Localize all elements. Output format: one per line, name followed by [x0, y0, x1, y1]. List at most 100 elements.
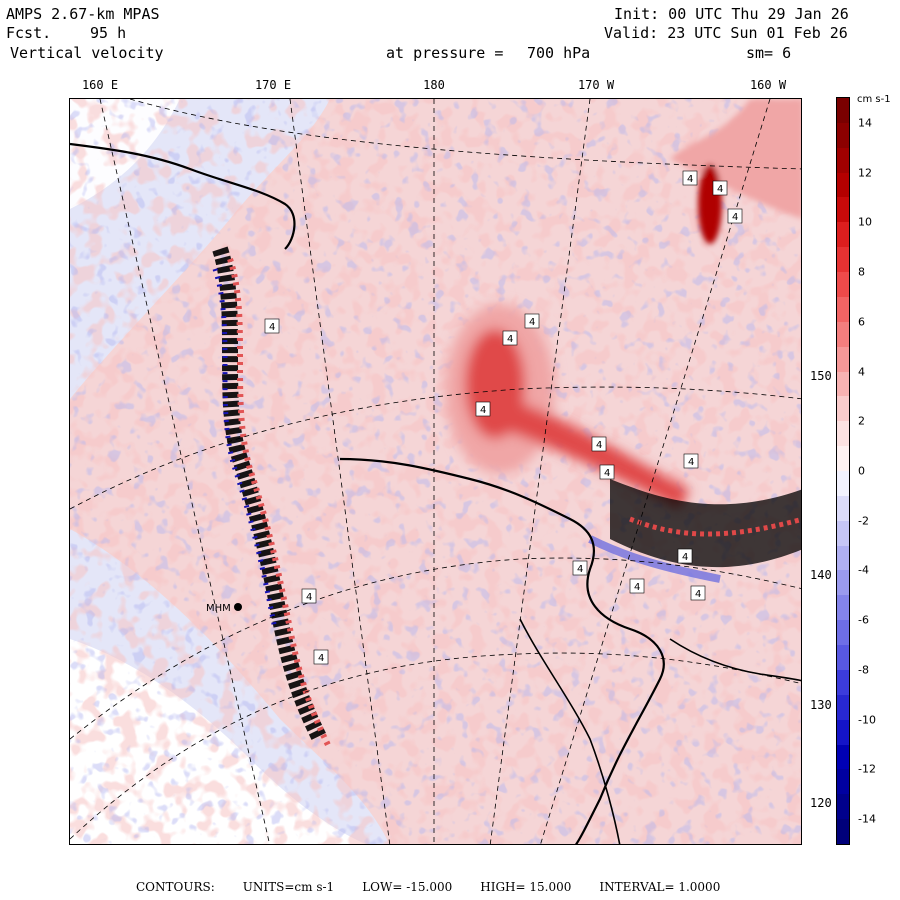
- colorbar-segment: [837, 247, 849, 273]
- contour-info-footer: CONTOURS: UNITS=cm s-1 LOW= -15.000 HIGH= 1…: [136, 880, 748, 894]
- transantarctic-mountain-belt: [212, 246, 333, 751]
- colorbar-segment: [837, 396, 849, 422]
- colorbar-segment: [837, 371, 849, 397]
- colorbar-segment: [837, 545, 849, 571]
- footer-high: HIGH= 15.000: [480, 880, 572, 894]
- contour-label: 4: [475, 401, 491, 417]
- contour-label: 4: [524, 313, 540, 329]
- svg-text:4: 4: [687, 174, 693, 185]
- contour-label: 4: [264, 318, 280, 334]
- svg-text:4: 4: [577, 564, 583, 575]
- contour-label: 4: [690, 585, 706, 601]
- contour-label: 4: [502, 330, 518, 346]
- colorbar-tick-label: 2: [858, 414, 865, 428]
- colorbar-segment: [837, 520, 849, 547]
- station-label-mhm: MHM: [206, 603, 231, 614]
- colorbar-segment: [837, 570, 849, 596]
- colorbar-segment: [837, 98, 849, 124]
- valid-time: Valid: 23 UTC Sun 01 Feb 26: [604, 24, 848, 42]
- svg-text:4: 4: [604, 468, 610, 479]
- svg-text:4: 4: [634, 582, 640, 593]
- level-value: 700 hPa: [527, 44, 591, 62]
- contour-label: 4: [591, 436, 607, 452]
- colorbar-segment: [837, 595, 849, 621]
- lon-label-170w: 170 W: [577, 78, 615, 92]
- contour-labels: 4 4 4 4 4 4 4 4 4 4 4 4 4 4 4 4: [264, 170, 743, 665]
- colorbar-segment: [837, 346, 849, 373]
- colorbar-tick-label: 12: [858, 166, 872, 180]
- contour-label: 4: [301, 588, 317, 604]
- colorbar-segment: [837, 744, 849, 770]
- colorbar-segment: [837, 719, 849, 746]
- colorbar-segment: [837, 446, 849, 472]
- vertical-velocity-map: 4 4 4 4 4 4 4 4 4 4 4 4 4 4 4 4 MHM: [70, 99, 801, 844]
- footer-interval: INTERVAL= 1.0000: [599, 880, 721, 894]
- contour-label: 4: [572, 560, 588, 576]
- colorbar-tick-label: -6: [858, 613, 869, 627]
- colorbar-segment: [837, 197, 849, 223]
- svg-text:4: 4: [695, 589, 701, 600]
- colorbar-segment: [837, 321, 849, 348]
- contour-label: 4: [682, 170, 698, 186]
- init-time: Init: 00 UTC Thu 29 Jan 26: [614, 5, 849, 23]
- forecast-label: Fcst.: [6, 24, 52, 42]
- lon-label-160e: 160 E: [81, 78, 119, 92]
- svg-text:4: 4: [269, 322, 275, 333]
- contour-label: 4: [727, 208, 743, 224]
- svg-text:4: 4: [596, 440, 602, 451]
- colorbar-segment: [837, 222, 849, 248]
- colorbar-tick-label: -4: [858, 563, 869, 577]
- svg-text:4: 4: [318, 653, 324, 664]
- lon-label-180: 180: [423, 78, 445, 92]
- colorbar-segment: [837, 495, 849, 522]
- svg-text:4: 4: [682, 552, 688, 563]
- contour-label: 4: [313, 649, 329, 665]
- svg-text:4: 4: [717, 184, 723, 195]
- lon-label-170e: 170 E: [254, 78, 292, 92]
- coastline: [70, 142, 665, 844]
- colorbar-segment: [837, 694, 849, 721]
- colorbar-tick-label: 4: [858, 365, 865, 379]
- svg-text:4: 4: [306, 592, 312, 603]
- graticule: [70, 99, 801, 844]
- colorbar-segment: [837, 147, 849, 174]
- field-name: Vertical velocity: [10, 44, 164, 62]
- svg-text:4: 4: [732, 212, 738, 223]
- svg-text:4: 4: [529, 317, 535, 328]
- noise-negative-texture: [70, 99, 801, 844]
- station-marker-mhm: [234, 603, 242, 611]
- colorbar-tick-label: -14: [858, 812, 876, 826]
- colorbar-tick-label: 14: [858, 116, 872, 130]
- svg-text:4: 4: [507, 334, 513, 345]
- colorbar-tick-label: -8: [858, 663, 869, 677]
- colorbar-segment: [837, 819, 849, 845]
- colorbar-segment: [837, 272, 849, 298]
- colorbar-tick-label: 0: [858, 464, 865, 478]
- contour-label: 4: [683, 453, 699, 469]
- colorbar-tick-label: -2: [858, 514, 869, 528]
- contour-label: 4: [629, 578, 645, 594]
- contour-label: 4: [677, 548, 693, 564]
- colorbar-segment: [837, 172, 849, 198]
- svg-text:4: 4: [480, 405, 486, 416]
- colorbar-segment: [837, 421, 849, 447]
- colorbar-segment: [837, 471, 849, 497]
- colorbar-segment: [837, 669, 849, 696]
- colorbar-segment: [837, 645, 849, 671]
- map-panel[interactable]: 4 4 4 4 4 4 4 4 4 4 4 4 4 4 4 4 MHM: [69, 98, 802, 845]
- colorbar-segment: [837, 794, 849, 820]
- contour-label: 4: [712, 180, 728, 196]
- colorbar-segment: [837, 620, 849, 646]
- colorbar-segment: [837, 122, 849, 149]
- contour-label: 4: [599, 464, 615, 480]
- colorbar-segment: [837, 769, 849, 795]
- colorbar-tick-label: 8: [858, 265, 865, 279]
- colorbar-tick-label: 6: [858, 315, 865, 329]
- colorbar-tick-label: 10: [858, 215, 872, 229]
- colorbar: [836, 97, 850, 845]
- colorbar-segment: [837, 296, 849, 323]
- footer-contours: CONTOURS:: [136, 880, 215, 894]
- smoothing-value: sm= 6: [746, 44, 792, 62]
- forecast-hours: 95 h: [90, 24, 127, 42]
- footer-units: UNITS=cm s-1: [242, 880, 335, 894]
